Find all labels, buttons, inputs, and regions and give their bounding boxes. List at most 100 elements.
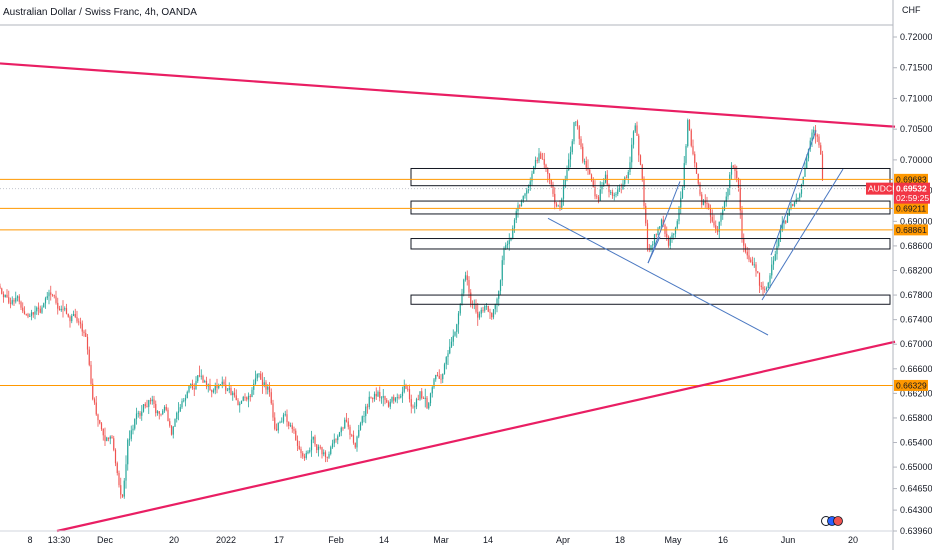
candle — [751, 256, 754, 266]
candle — [783, 219, 785, 229]
candle — [160, 413, 162, 417]
minor-upper-line-b[interactable] — [647, 236, 661, 264]
candle — [202, 374, 204, 383]
lower-support-line[interactable] — [56, 340, 896, 533]
candle — [186, 390, 188, 399]
price-tick-label: 0.63960 — [900, 526, 932, 536]
candle — [583, 158, 586, 165]
candle — [351, 433, 353, 437]
price-tick-label: 0.67000 — [900, 339, 932, 349]
candle — [41, 305, 43, 314]
candle — [239, 401, 241, 413]
candle — [226, 388, 229, 392]
candle — [167, 407, 169, 422]
candle — [321, 446, 323, 459]
candle — [508, 233, 510, 251]
time-axis[interactable]: 8 13:30 Dec 20 2022 17 Feb 14 Mar 14 Apr 18 May 16 Jun… — [27, 535, 858, 545]
price-tick-label: 0.65000 — [900, 462, 932, 472]
candle — [83, 329, 85, 337]
channel-lines — [547, 130, 844, 336]
candle — [323, 449, 325, 457]
candle — [688, 119, 691, 131]
candle — [235, 389, 237, 401]
candle — [478, 311, 481, 320]
candle — [95, 395, 97, 416]
zone-067800[interactable] — [410, 294, 891, 305]
candle — [372, 397, 374, 403]
candle — [643, 176, 645, 210]
rising-channel-lower-line[interactable] — [761, 168, 844, 301]
time-tick-label: Dec — [97, 535, 114, 545]
candle — [100, 421, 103, 431]
candle — [174, 418, 176, 427]
rising-channel-upper-line[interactable] — [770, 130, 817, 256]
candle — [811, 129, 813, 147]
time-tick-label: 8 — [27, 535, 32, 545]
timezone-widget[interactable] — [821, 516, 843, 526]
candle — [141, 405, 143, 421]
candle — [34, 305, 36, 320]
candle — [475, 299, 477, 314]
price-axis-tags: 0.69683 0.69211 0.68861 0.66329 AUDCHF0.6953… — [866, 173, 930, 391]
candle — [748, 248, 750, 263]
candle — [25, 313, 27, 316]
candle — [489, 308, 491, 320]
candle — [415, 397, 418, 410]
candle — [153, 395, 155, 408]
candle — [46, 291, 48, 301]
candle — [347, 417, 349, 430]
candle — [183, 397, 185, 403]
candle — [76, 310, 78, 324]
candle — [753, 257, 755, 268]
candle — [492, 309, 495, 320]
candle — [461, 288, 463, 306]
candle — [636, 121, 638, 137]
candle — [345, 412, 348, 423]
candle — [188, 385, 190, 394]
candle — [778, 237, 780, 248]
candle — [240, 400, 243, 405]
candle — [818, 134, 820, 148]
candle — [148, 399, 150, 414]
candle — [426, 395, 428, 409]
zone-069200[interactable] — [410, 200, 891, 215]
falling-channel-line[interactable] — [547, 217, 769, 336]
candle — [265, 380, 267, 395]
level-price-tag — [894, 224, 928, 236]
candle — [177, 402, 180, 421]
candle — [244, 393, 246, 401]
candle — [72, 310, 75, 317]
candle — [758, 272, 761, 293]
candle — [610, 189, 612, 196]
candle — [163, 405, 166, 413]
candle — [421, 387, 423, 400]
candle — [660, 218, 663, 228]
candle — [18, 294, 20, 305]
candle — [590, 173, 593, 182]
candle — [597, 195, 600, 204]
candle — [639, 154, 642, 166]
candle — [316, 444, 318, 454]
candle — [522, 195, 524, 204]
candle — [295, 428, 297, 441]
candle — [450, 337, 453, 348]
zone-069700[interactable] — [410, 167, 891, 187]
candle — [615, 191, 617, 198]
candle — [550, 179, 552, 188]
minor-upper-line-a[interactable] — [647, 181, 681, 264]
candle — [324, 450, 327, 463]
candle — [456, 323, 458, 338]
settings-icon[interactable] — [833, 516, 843, 526]
upper-resistance-line[interactable] — [0, 62, 896, 128]
candle — [344, 417, 346, 429]
candle — [552, 181, 554, 197]
candle — [622, 179, 624, 190]
current-price-label: 0.69532 — [896, 184, 927, 194]
zone-068700[interactable] — [410, 238, 891, 250]
candle — [499, 279, 502, 295]
candle — [487, 305, 489, 313]
candle — [60, 305, 62, 312]
candle — [93, 397, 96, 405]
price-tick-label: 0.64650 — [900, 484, 932, 494]
